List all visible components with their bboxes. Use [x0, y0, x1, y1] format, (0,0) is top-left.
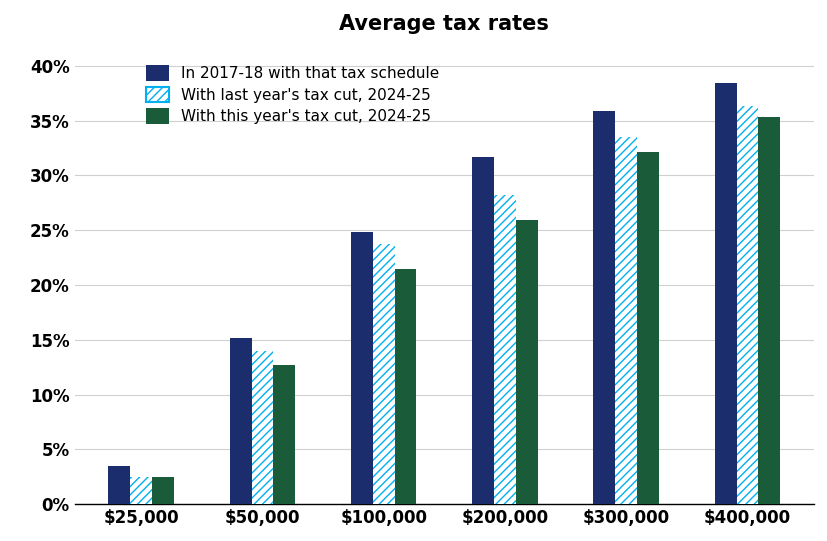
Bar [593, 111, 614, 504]
Bar [394, 268, 416, 504]
Bar [251, 351, 273, 504]
Bar [614, 137, 636, 504]
Bar [130, 477, 152, 504]
Bar [515, 220, 537, 504]
Bar [614, 137, 636, 504]
Bar [758, 117, 779, 504]
Bar [273, 365, 295, 504]
Bar [494, 195, 515, 504]
Bar [494, 195, 515, 504]
Bar [229, 338, 251, 504]
Bar [636, 153, 658, 504]
Bar [130, 477, 152, 504]
Bar [736, 106, 758, 504]
Bar [372, 245, 394, 504]
Bar [251, 351, 273, 504]
Bar [108, 466, 130, 504]
Legend: In 2017-18 with that tax schedule, With last year's tax cut, 2024-25, With this : In 2017-18 with that tax schedule, With … [141, 61, 443, 128]
Bar [471, 157, 494, 504]
Bar [714, 83, 736, 504]
Title: Average tax rates: Average tax rates [339, 14, 548, 34]
Bar [152, 477, 174, 504]
Bar [736, 106, 758, 504]
Bar [372, 245, 394, 504]
Bar [351, 232, 372, 504]
